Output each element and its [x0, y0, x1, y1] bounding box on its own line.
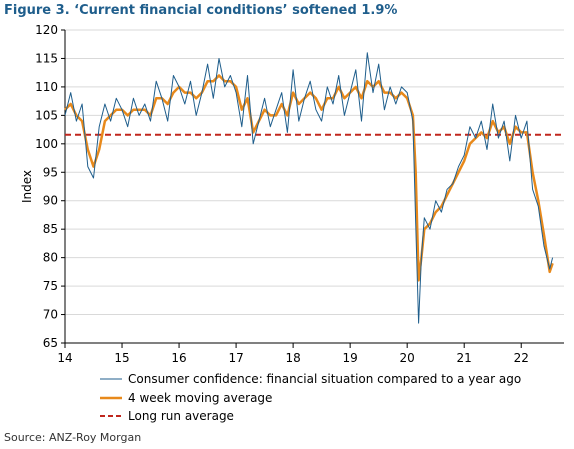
x-tick-label: 17 — [228, 351, 243, 365]
x-tick-label: 16 — [171, 351, 186, 365]
x-tick-label: 14 — [57, 351, 72, 365]
y-tick-label: 105 — [35, 108, 58, 122]
y-tick-label: 90 — [43, 194, 58, 208]
y-tick-label: 115 — [35, 51, 58, 65]
axes: 65 70 75 80 85 90 95 100 105 110 115 120 14 15 16 17 18 1… — [20, 23, 564, 365]
y-tick-label: 120 — [35, 23, 58, 37]
source-note: Source: ANZ-Roy Morgan — [4, 431, 142, 444]
legend-label: Long run average — [128, 409, 234, 423]
y-tick-label: 100 — [35, 137, 58, 151]
x-tick-label: 18 — [285, 351, 300, 365]
chart-title: Figure 3. ‘Current financial conditions’… — [4, 3, 398, 18]
grid-lines — [65, 29, 564, 344]
y-tick-label: 80 — [43, 251, 58, 265]
series-line-confidence — [64, 52, 554, 324]
data-series — [64, 52, 564, 324]
y-tick-label: 85 — [43, 222, 58, 236]
y-tick-label: 70 — [43, 308, 58, 322]
legend: Consumer confidence: financial situation… — [100, 372, 521, 423]
y-tick-label: 75 — [43, 279, 58, 293]
x-tick-label: 19 — [343, 351, 358, 365]
x-tick-label: 22 — [514, 351, 529, 365]
y-tick-label: 65 — [43, 336, 58, 350]
series-line-4wk-ma — [64, 74, 554, 282]
y-tick-label: 110 — [35, 80, 58, 94]
legend-label: 4 week moving average — [128, 391, 272, 405]
x-tick-label: 20 — [400, 351, 415, 365]
legend-label: Consumer confidence: financial situation… — [128, 372, 521, 386]
x-tick-label: 15 — [114, 351, 129, 365]
y-tick-label: 95 — [43, 165, 58, 179]
y-axis-label: Index — [20, 170, 34, 203]
x-tick-label: 21 — [457, 351, 472, 365]
